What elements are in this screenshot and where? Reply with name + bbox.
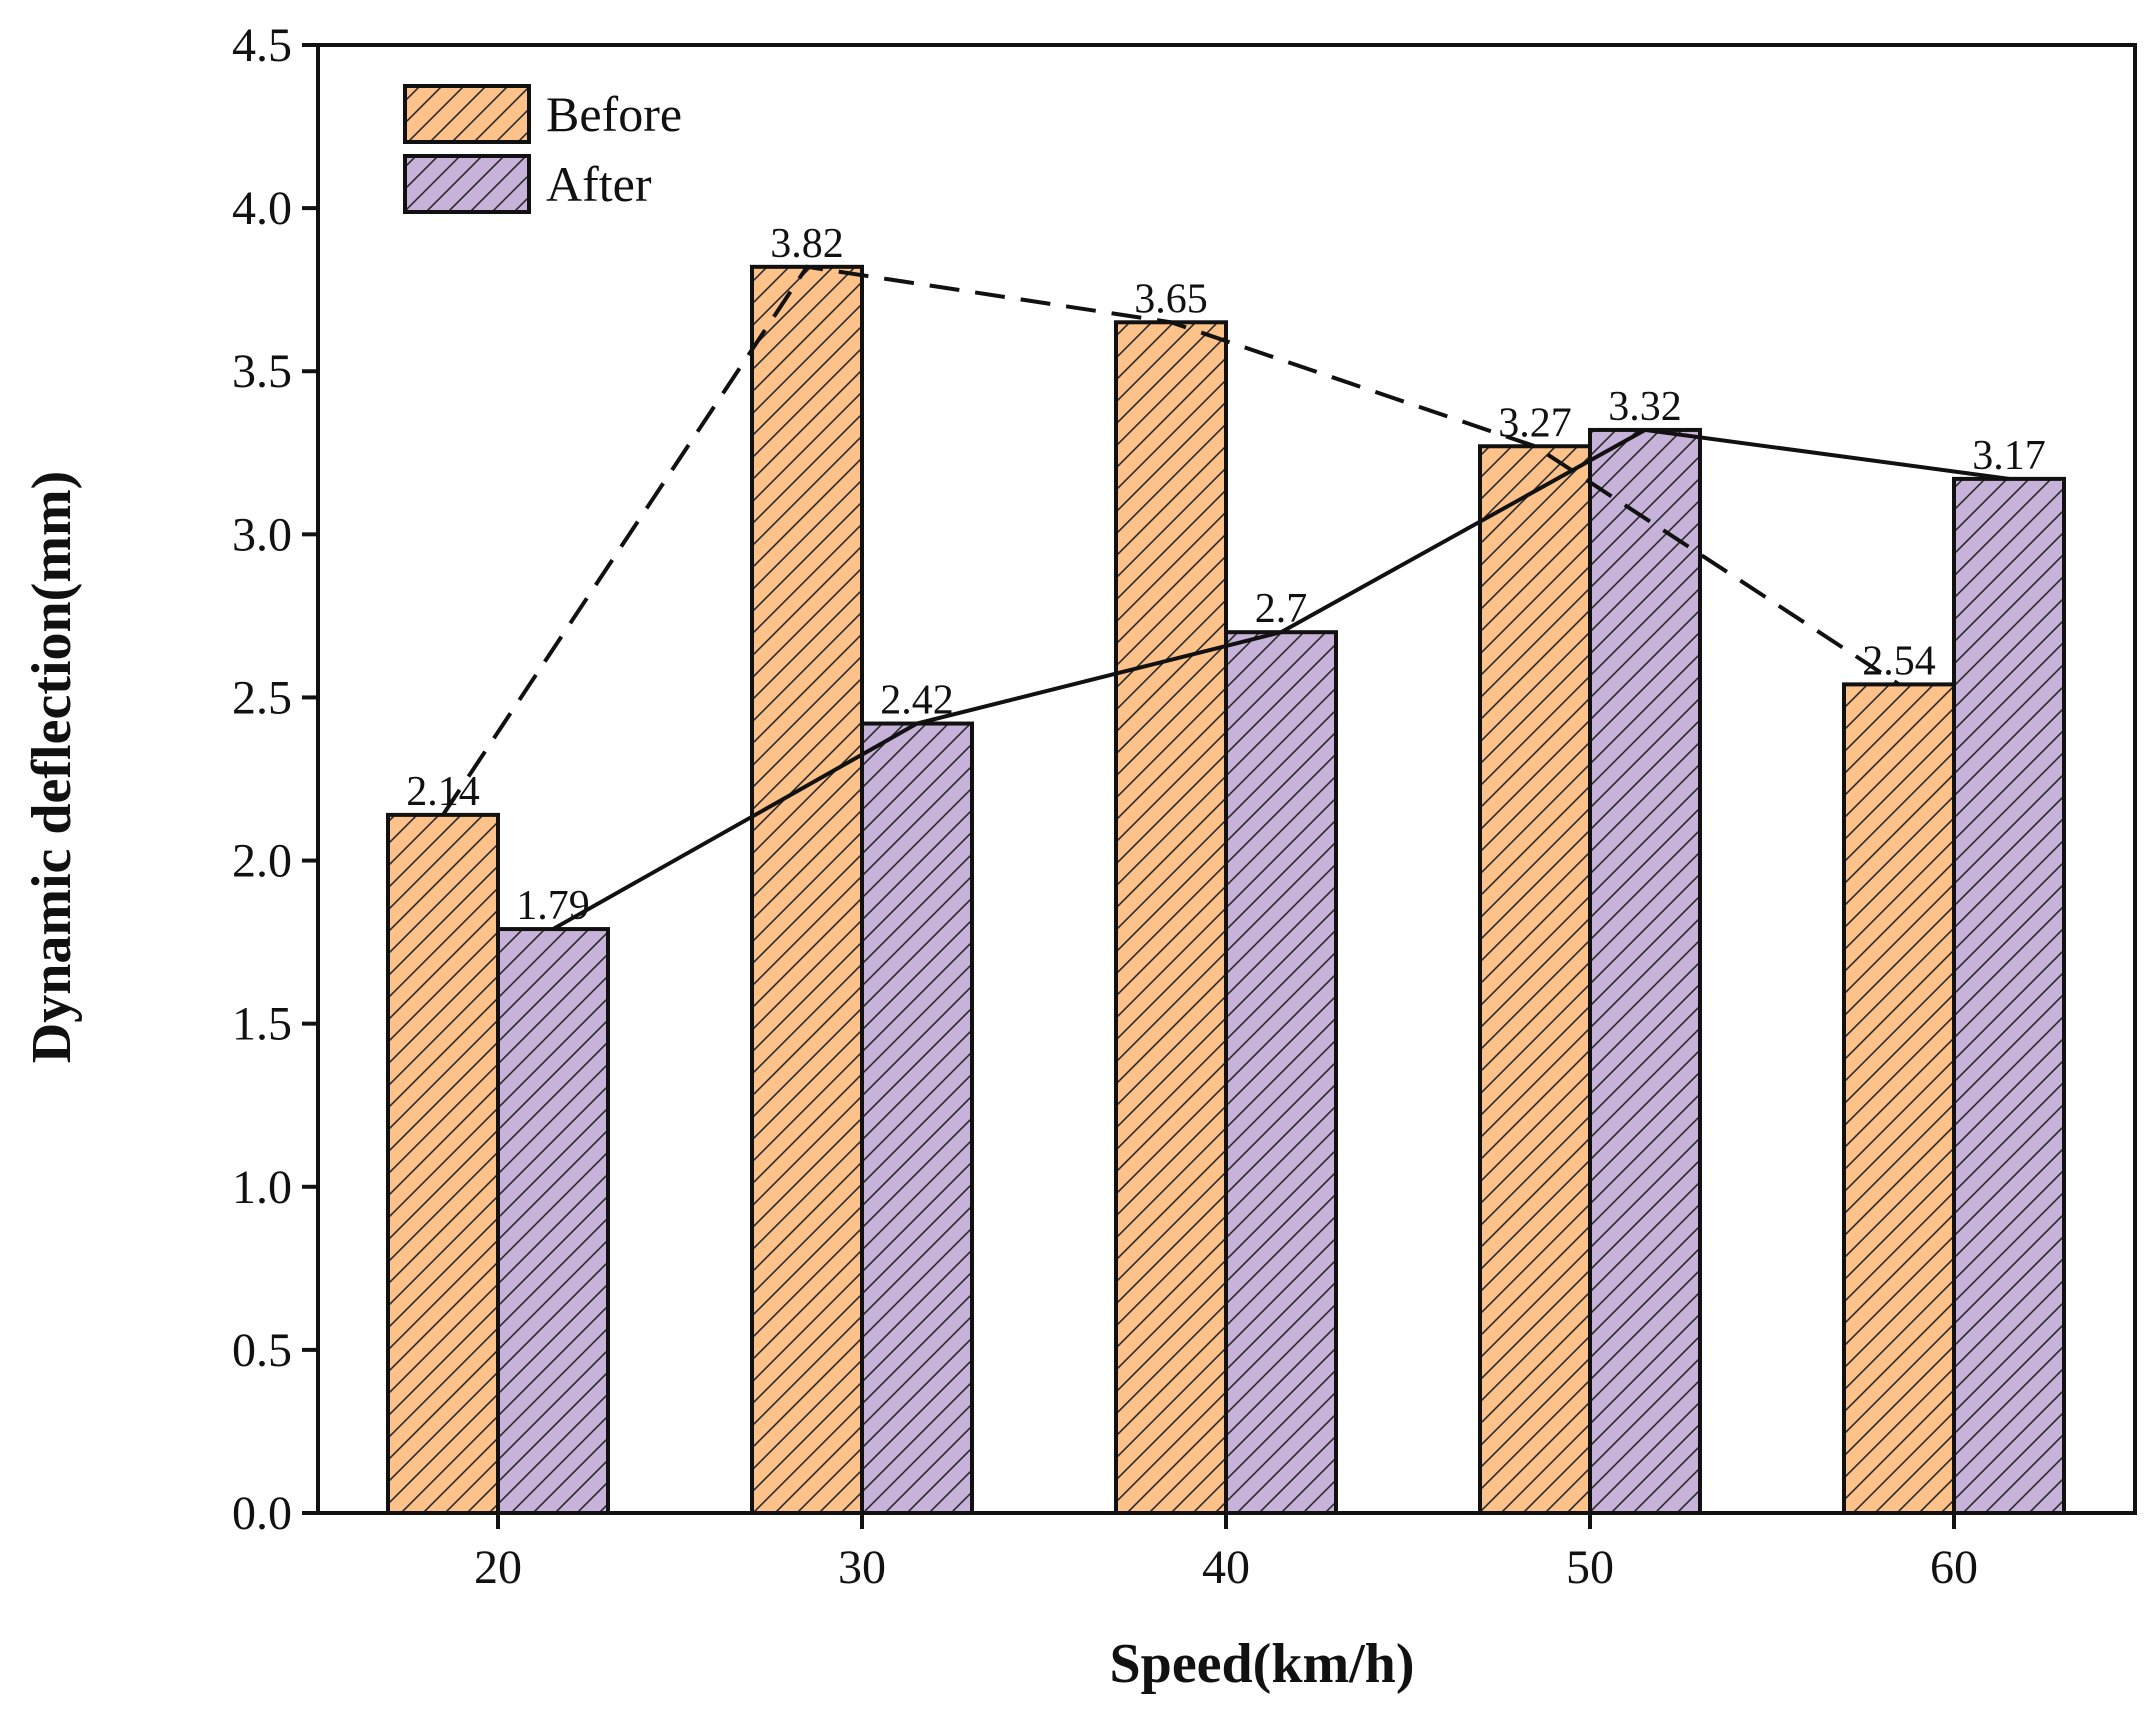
y-tick-label: 3.5 xyxy=(232,345,292,398)
data-label-after-20: 1.79 xyxy=(516,883,590,929)
data-labels-layer: 2.14 3.82 3.65 3.27 2.54 1.79 2.42 2.7 3.32 3.17 xyxy=(406,221,2046,929)
y-axis-title: Dynamic deflection(mm) xyxy=(21,471,83,1064)
y-tick-label: 0.5 xyxy=(232,1324,292,1377)
y-tick-label: 2.0 xyxy=(232,835,292,888)
x-axis-title: Speed(km/h) xyxy=(1110,1633,1415,1695)
trend-line-after xyxy=(552,427,2010,931)
bar-before-30 xyxy=(750,264,864,1516)
x-tick-label: 50 xyxy=(1566,1541,1614,1594)
data-label-before-60: 2.54 xyxy=(1862,638,1936,684)
data-label-after-40: 2.7 xyxy=(1255,586,1308,632)
bar-after-50 xyxy=(1588,427,1702,1515)
x-tick-label: 40 xyxy=(1202,1541,1250,1594)
legend: Before After xyxy=(403,84,682,214)
y-tick-label: 2.5 xyxy=(232,671,292,724)
bar-after-30 xyxy=(860,721,974,1515)
data-label-before-30: 3.82 xyxy=(770,221,844,267)
data-label-after-50: 3.32 xyxy=(1608,384,1682,430)
legend-label-before: Before xyxy=(546,86,682,142)
legend-label-after: After xyxy=(546,156,652,212)
y-tick-label: 4.0 xyxy=(232,182,292,235)
trend-line-before xyxy=(441,264,1901,816)
legend-swatch-after xyxy=(403,154,531,214)
axes-layer: 0.0 0.5 1.0 1.5 2.0 2.5 3.0 3.5 4.0 4.5 20 30 40 50 60 xyxy=(232,19,2137,1594)
y-tick-label: 4.5 xyxy=(232,19,292,72)
bar-before-20 xyxy=(386,812,500,1515)
legend-swatch-before xyxy=(403,84,531,144)
data-label-before-40: 3.65 xyxy=(1134,276,1208,322)
bar-after-60 xyxy=(1952,476,2066,1515)
trend-lines-layer xyxy=(441,264,2010,931)
bar-before-50 xyxy=(1478,444,1592,1516)
data-label-before-20: 2.14 xyxy=(406,769,480,815)
y-tick-label: 1.0 xyxy=(232,1161,292,1214)
x-tick-label: 30 xyxy=(838,1541,886,1594)
bar-before-60 xyxy=(1842,682,1956,1515)
bar-after-20 xyxy=(496,927,610,1515)
data-label-after-30: 2.42 xyxy=(880,678,954,724)
x-tick-label: 60 xyxy=(1930,1541,1978,1594)
data-label-before-50: 3.27 xyxy=(1498,400,1572,446)
bar-before-40 xyxy=(1114,320,1228,1515)
bar-after-40 xyxy=(1224,630,1338,1515)
x-tick-label: 20 xyxy=(474,1541,522,1594)
y-tick-label: 0.0 xyxy=(232,1487,292,1540)
y-tick-label: 1.5 xyxy=(232,998,292,1051)
y-tick-label: 3.0 xyxy=(232,508,292,561)
data-label-after-60: 3.17 xyxy=(1972,433,2046,479)
